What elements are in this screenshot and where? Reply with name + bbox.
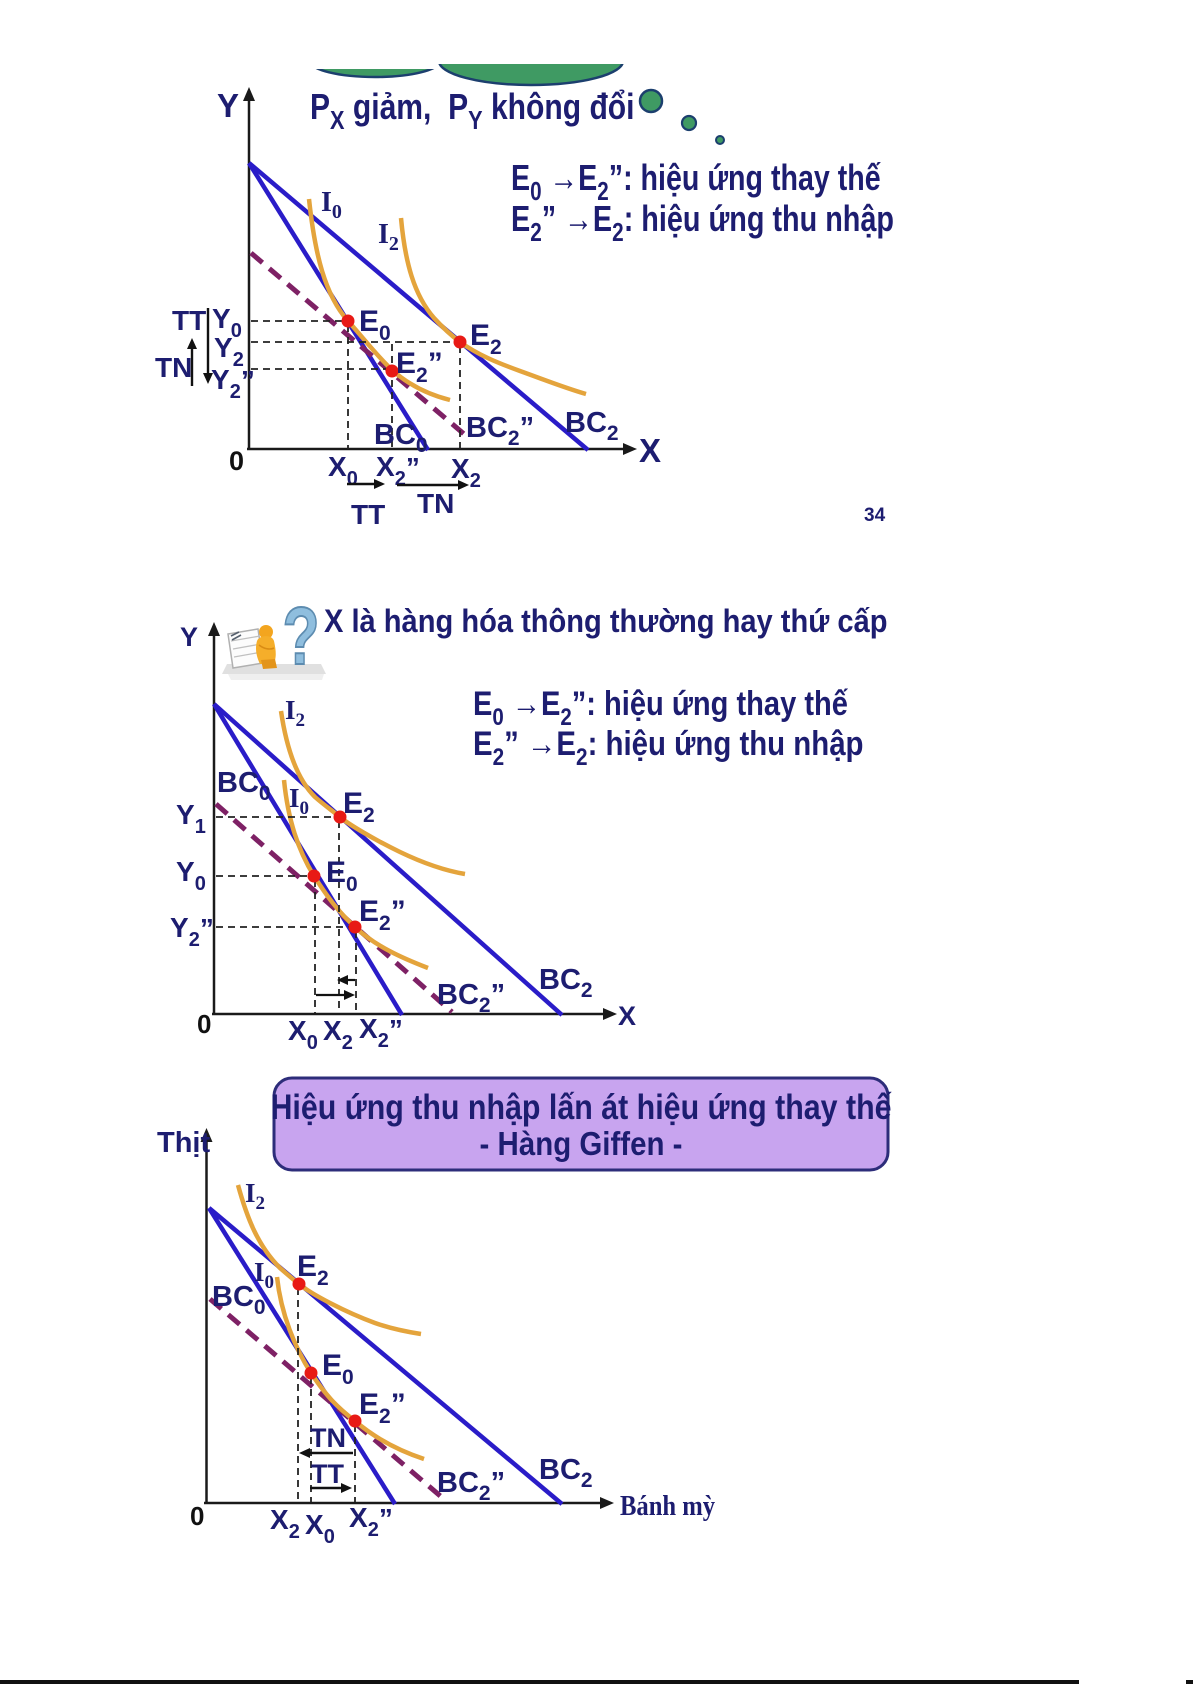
svg-text:BC2”: BC2” <box>437 1467 505 1505</box>
svg-text:X: X <box>618 1001 636 1031</box>
svg-text:E0 →E2”: hiệu ứng thay thế: E0 →E2”: hiệu ứng thay thế <box>511 158 881 206</box>
svg-text:Y: Y <box>217 87 239 124</box>
svg-text:Hiệu ứng thu nhập lấn át hiệu: Hiệu ứng thu nhập lấn át hiệu ứng thay t… <box>270 1087 892 1127</box>
svg-text:Bánh mỳ: Bánh mỳ <box>620 1491 715 1522</box>
svg-text:TT: TT <box>311 1459 344 1489</box>
svg-text:TN: TN <box>310 1423 346 1453</box>
svg-text:BC0: BC0 <box>217 767 271 805</box>
svg-text:X: X <box>639 432 661 469</box>
svg-text:0: 0 <box>197 1009 211 1039</box>
svg-text:E2” →E2: hiệu ứng thu nhập: E2” →E2: hiệu ứng thu nhập <box>511 198 894 247</box>
svg-text:?: ? <box>282 591 319 682</box>
svg-text:TT: TT <box>351 499 385 530</box>
svg-text:TN: TN <box>417 488 454 519</box>
svg-text:TT: TT <box>172 305 206 336</box>
svg-text:0: 0 <box>229 446 244 476</box>
svg-text:BC2”: BC2” <box>466 412 534 450</box>
svg-text:BC0: BC0 <box>212 1281 266 1319</box>
svg-text:X là hàng hóa thông thường hay: X là hàng hóa thông thường hay thứ cấp <box>324 604 887 640</box>
svg-text:Y: Y <box>180 622 198 652</box>
svg-text:34: 34 <box>864 505 886 526</box>
svg-text:Thịt: Thịt <box>157 1127 210 1159</box>
svg-text:TN: TN <box>155 352 192 383</box>
svg-text:0: 0 <box>190 1501 204 1531</box>
svg-text:BC2: BC2 <box>539 1454 593 1492</box>
svg-text:BC2”: BC2” <box>437 979 505 1017</box>
svg-text:- Hàng Giffen -: - Hàng Giffen - <box>480 1125 683 1162</box>
